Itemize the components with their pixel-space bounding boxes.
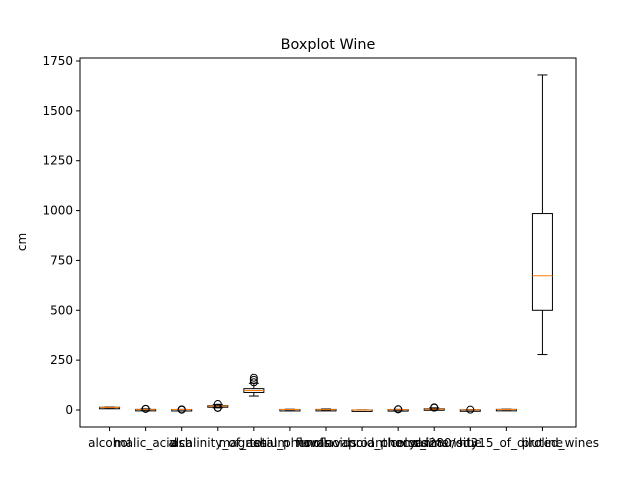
box-group-total_phenols [279,408,301,412]
x-tick-label: nonflavanoid_phenols [297,436,428,450]
outlier-point [249,378,258,387]
box-group-hue [459,405,481,414]
x-tick-label: ash [171,436,192,450]
chart-title: Boxplot Wine [281,37,376,53]
box-group-proanthocyanins [387,405,409,414]
x-tick-label: od280/od315_of_diluted_wines [414,436,599,450]
box-group-color_intensity [423,403,445,412]
box-group-alcalinity_of_ash [207,400,229,412]
plot-area [99,74,553,414]
iqr-box [531,213,553,311]
x-tick-label: malic_acid [114,436,177,450]
box-group-alcohol [99,406,121,410]
axes-frame [79,57,577,428]
x-tick-label: flavanoids [295,436,357,450]
outlier-point [430,403,439,412]
x-tick-label: alcalinity_of_ash [168,436,267,450]
x-tick-label: proline [522,436,563,450]
outlier-point [249,375,258,384]
x-tick-label: magnesium [219,436,290,450]
y-tick-label: 1000 [42,204,73,218]
box-group-proline [531,74,553,356]
box-group-magnesium [243,373,265,397]
box-group-od280/od315_of_diluted_wines [495,408,517,412]
x-tick-label: alcohol [88,436,131,450]
outlier-point [466,405,475,414]
y-tick-label: 500 [50,303,73,317]
outlier-point [141,404,150,413]
y-axis-label: cm [15,233,29,251]
y-tick-label: 1250 [42,154,73,168]
box-group-nonflavanoid_phenols [351,409,373,412]
y-tick-label: 250 [50,353,73,367]
x-axis: alcoholmalic_acidashalcalinity_of_ashmag… [88,427,599,450]
x-tick-label: color_intensity [390,436,478,450]
x-tick-label: hue [459,436,482,450]
y-tick-label: 1750 [42,54,73,68]
outlier-point [213,400,222,409]
box-group-ash [171,405,193,414]
y-axis: 0 250 500 750 1000 1250 1500 1750 [42,54,80,417]
outlier-point [213,403,222,412]
x-tick-label: total_phenols [250,436,331,450]
box-group-malic_acid [135,404,157,413]
y-tick-label: 750 [50,253,73,267]
outlier-point [177,405,186,414]
y-tick-label: 0 [65,403,73,417]
box-group-flavanoids [315,408,337,412]
y-tick-label: 1500 [42,104,73,118]
outlier-point [249,373,258,382]
outlier-point [394,405,403,414]
x-tick-label: proanthocyanins [348,436,448,450]
